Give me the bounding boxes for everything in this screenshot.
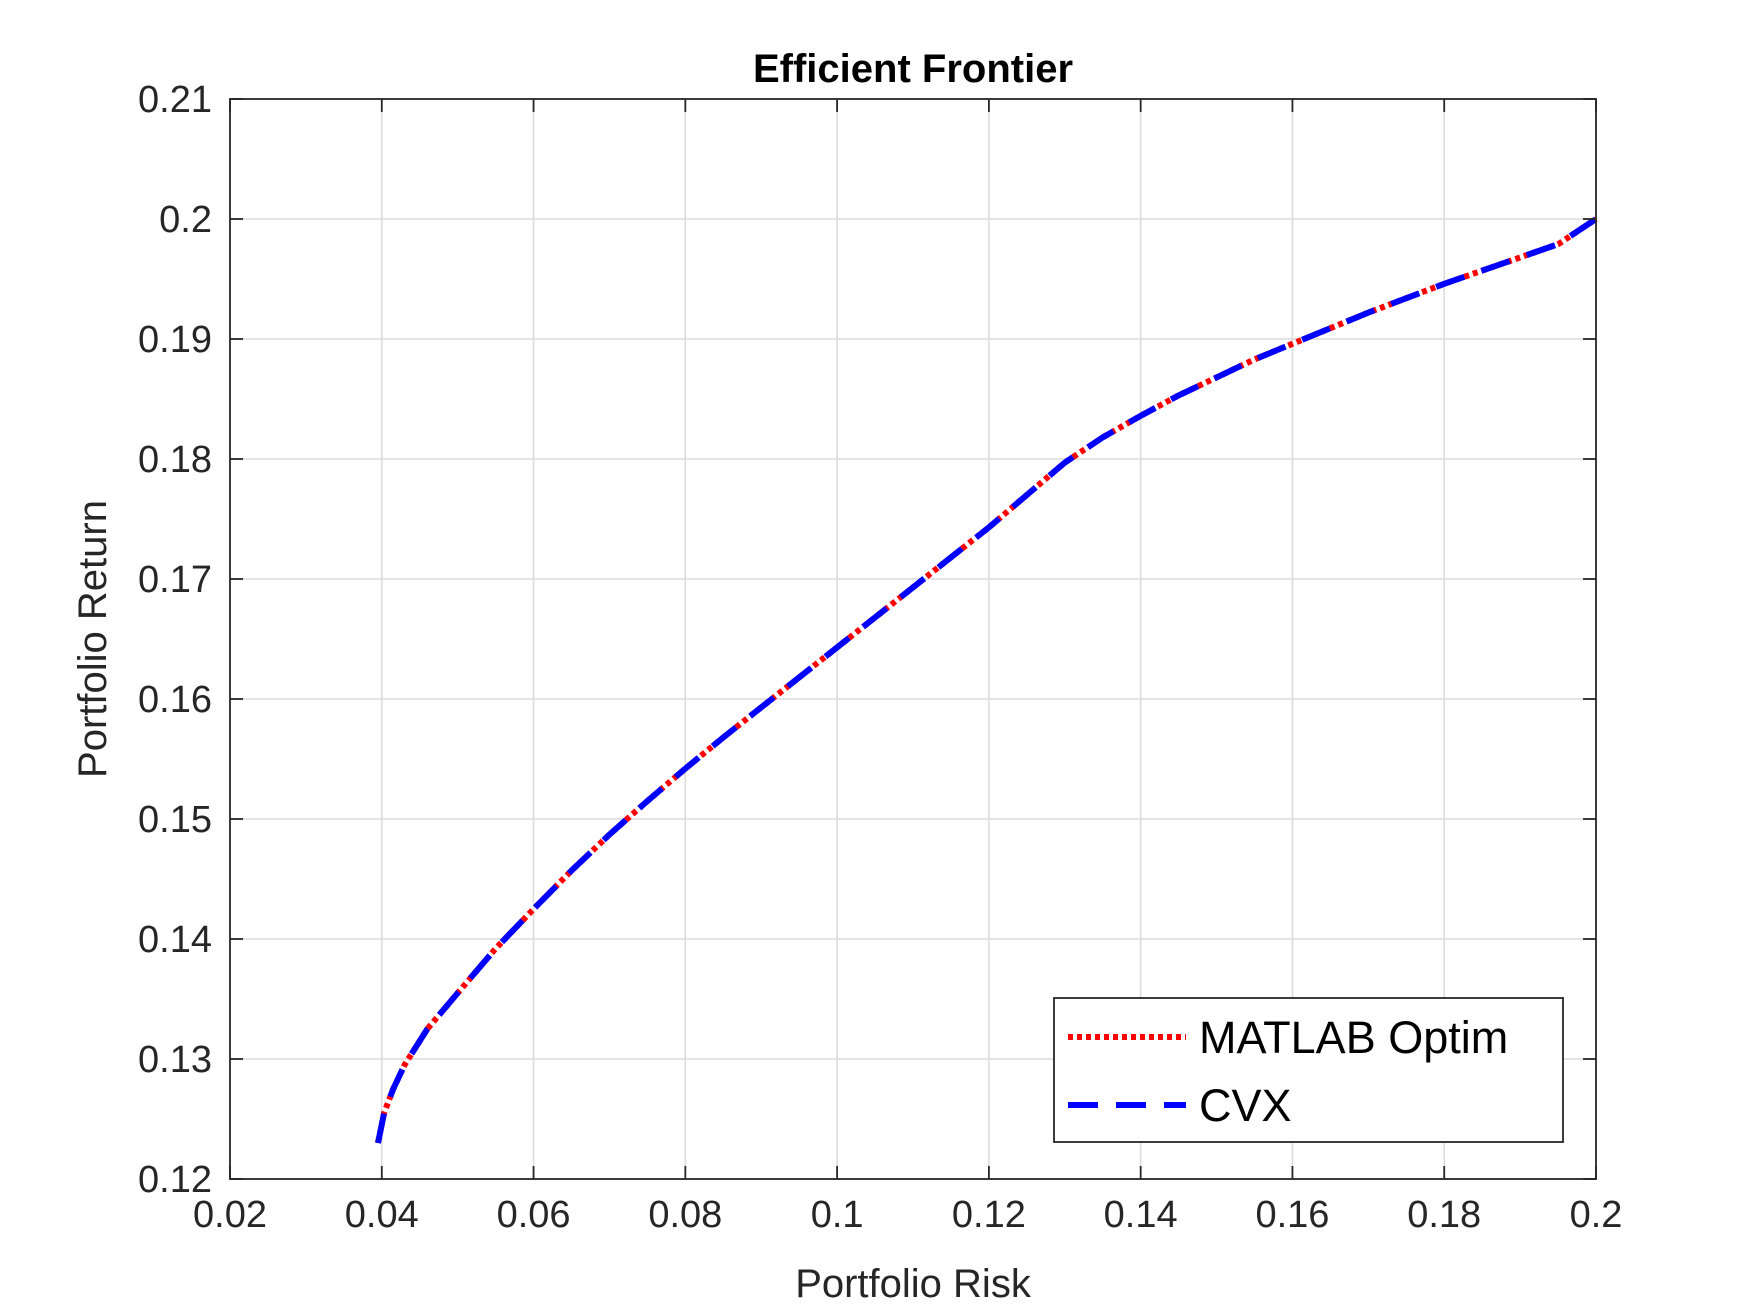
y-tick-label: 0.18 [138,439,212,481]
legend-box [1053,997,1564,1143]
x-tick-label: 0.1 [811,1194,864,1236]
y-axis-label: Portfolio Return [71,500,115,778]
y-tick-label: 0.15 [138,799,212,841]
legend: MATLAB Optim CVX [1053,997,1564,1143]
legend-label-cvx: CVX [1199,1080,1292,1131]
series-line-matlab-optim [375,216,1598,1144]
plot-box [229,98,1597,1180]
x-tick-label: 0.12 [952,1194,1026,1236]
y-tick-label: 0.21 [138,79,212,121]
x-tick-label: 0.06 [497,1194,571,1236]
y-tick-label: 0.2 [159,199,212,241]
y-tick-label: 0.14 [138,919,212,961]
y-tick-label: 0.17 [138,559,212,601]
x-tick-label: 0.04 [345,1194,419,1236]
x-axis-label: Portfolio Risk [795,1262,1032,1306]
x-tick-label: 0.18 [1407,1194,1481,1236]
series-line-cvx [375,216,1598,1144]
x-tick-label: 0.08 [648,1194,722,1236]
series-layer [375,216,1598,1144]
y-tick-label: 0.16 [138,679,212,721]
legend-label-matlab-optim: MATLAB Optim [1199,1012,1508,1063]
y-tick-label: 0.13 [138,1039,212,1081]
chart-title: Efficient Frontier [753,47,1073,91]
x-tick-label: 0.02 [193,1194,267,1236]
tick-labels: 0.02 0.04 0.06 0.08 0.1 0.12 0.14 0.16 0.18 0.2 0.… [138,79,1622,1236]
y-tick-label: 0.12 [138,1159,212,1201]
x-tick-label: 0.2 [1570,1194,1623,1236]
y-tick-label: 0.19 [138,319,212,361]
x-tick-label: 0.14 [1104,1194,1178,1236]
axis-ticks [229,98,1597,1180]
x-tick-label: 0.16 [1255,1194,1329,1236]
